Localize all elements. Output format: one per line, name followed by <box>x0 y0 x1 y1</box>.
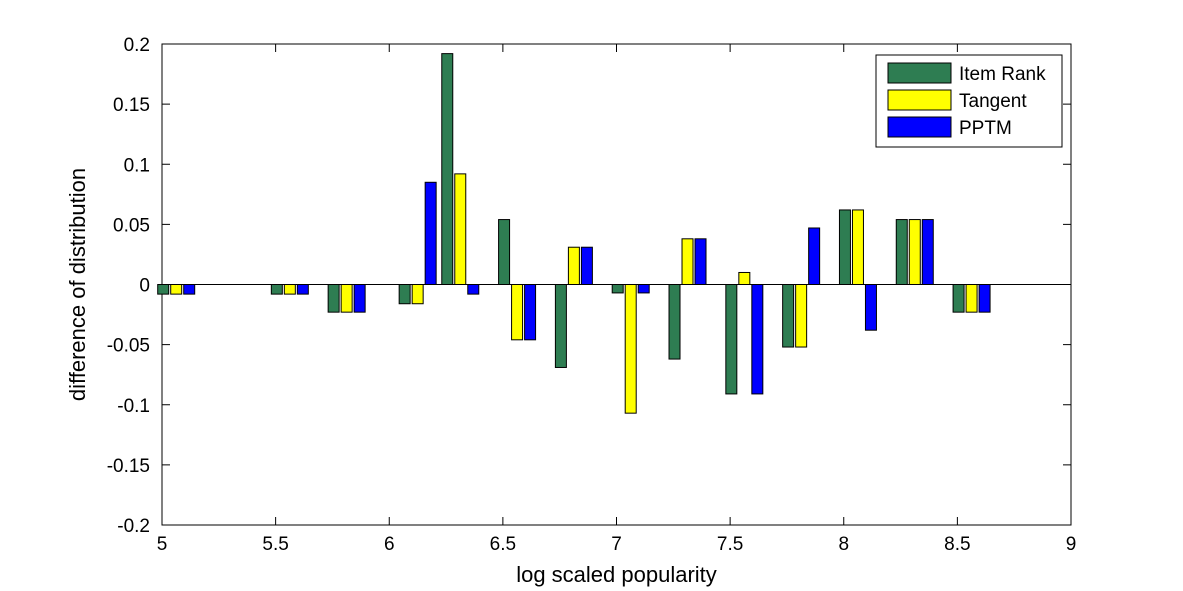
x-tick-label: 6.5 <box>490 534 516 555</box>
x-tick-label: 5.5 <box>262 534 288 555</box>
bar-item-rank <box>327 284 340 313</box>
bar-tangent <box>681 238 694 285</box>
bar-pptm <box>751 284 764 395</box>
legend-swatch <box>887 89 952 111</box>
legend: Item Rank Tangent PPTM <box>875 54 1063 148</box>
bar-pptm <box>353 284 366 313</box>
bar-pptm <box>424 181 437 286</box>
x-tick-label: 7.5 <box>717 534 743 555</box>
x-tick-label: 5 <box>157 534 168 555</box>
legend-label: Tangent <box>959 91 1027 112</box>
bar-item-rank <box>398 284 411 305</box>
bar-item-rank <box>498 219 511 285</box>
bar-tangent <box>170 284 183 295</box>
y-tick-label: -0.15 <box>107 456 150 477</box>
bar-item-rank <box>725 284 738 395</box>
x-axis-label: log scaled popularity <box>516 562 717 587</box>
bar-item-rank <box>668 284 681 360</box>
y-tick-label: 0.15 <box>113 95 150 116</box>
bar-tangent <box>283 284 296 295</box>
y-tick-label: 0.05 <box>113 215 150 236</box>
bar-tangent <box>511 284 524 341</box>
x-tick-label: 7 <box>611 534 622 555</box>
bar-tangent <box>851 209 864 286</box>
bar-pptm <box>637 284 650 294</box>
bar-pptm <box>978 284 991 313</box>
bar-tangent <box>965 284 978 313</box>
bar-pptm <box>694 238 707 285</box>
x-tick-label: 6 <box>384 534 395 555</box>
axis-ticks: 5 5.5 6 6.5 7 7.5 8 8.5 9 -0.2 -0.15 -0.1 -0.05 0 0.05… <box>107 35 1077 555</box>
bar-tangent <box>908 219 921 285</box>
bar-pptm <box>921 219 934 285</box>
y-tick-label: 0 <box>139 276 150 297</box>
bar-tangent <box>454 173 467 285</box>
bar-item-rank <box>838 209 851 286</box>
bar-tangent <box>567 246 580 286</box>
bar-pptm <box>580 246 593 286</box>
bar-tangent <box>340 284 353 313</box>
bar-item-rank <box>895 219 908 285</box>
x-tick-label: 8 <box>838 534 849 555</box>
y-tick-label: -0.05 <box>107 336 150 357</box>
bar-tangent <box>738 271 751 286</box>
bar-tangent <box>624 284 637 414</box>
bar-pptm <box>808 227 821 285</box>
legend-label: Item Rank <box>959 64 1046 85</box>
bar-item-rank <box>554 284 567 368</box>
bar-pptm <box>467 284 480 295</box>
bar-item-rank <box>611 284 624 294</box>
bar-item-rank <box>782 284 795 348</box>
bar-pptm <box>524 284 537 341</box>
y-tick-label: -0.2 <box>117 516 150 537</box>
bar-item-rank <box>952 284 965 313</box>
bar-group <box>157 53 991 414</box>
y-axis-label: difference of distribution <box>65 168 90 401</box>
y-tick-label: 0.1 <box>124 155 150 176</box>
bar-pptm <box>183 284 196 295</box>
bar-item-rank <box>157 284 170 295</box>
y-tick-label: -0.1 <box>117 396 150 417</box>
legend-swatch <box>887 62 952 84</box>
bar-pptm <box>296 284 309 295</box>
bar-pptm <box>864 284 877 331</box>
bar-tangent <box>795 284 808 348</box>
legend-swatch <box>887 116 952 138</box>
x-tick-label: 8.5 <box>944 534 970 555</box>
legend-label: PPTM <box>959 118 1012 139</box>
x-tick-label: 9 <box>1066 534 1077 555</box>
bar-item-rank <box>441 53 454 286</box>
bar-item-rank <box>270 284 283 295</box>
bar-tangent <box>411 284 424 305</box>
y-tick-label: 0.2 <box>124 35 150 56</box>
